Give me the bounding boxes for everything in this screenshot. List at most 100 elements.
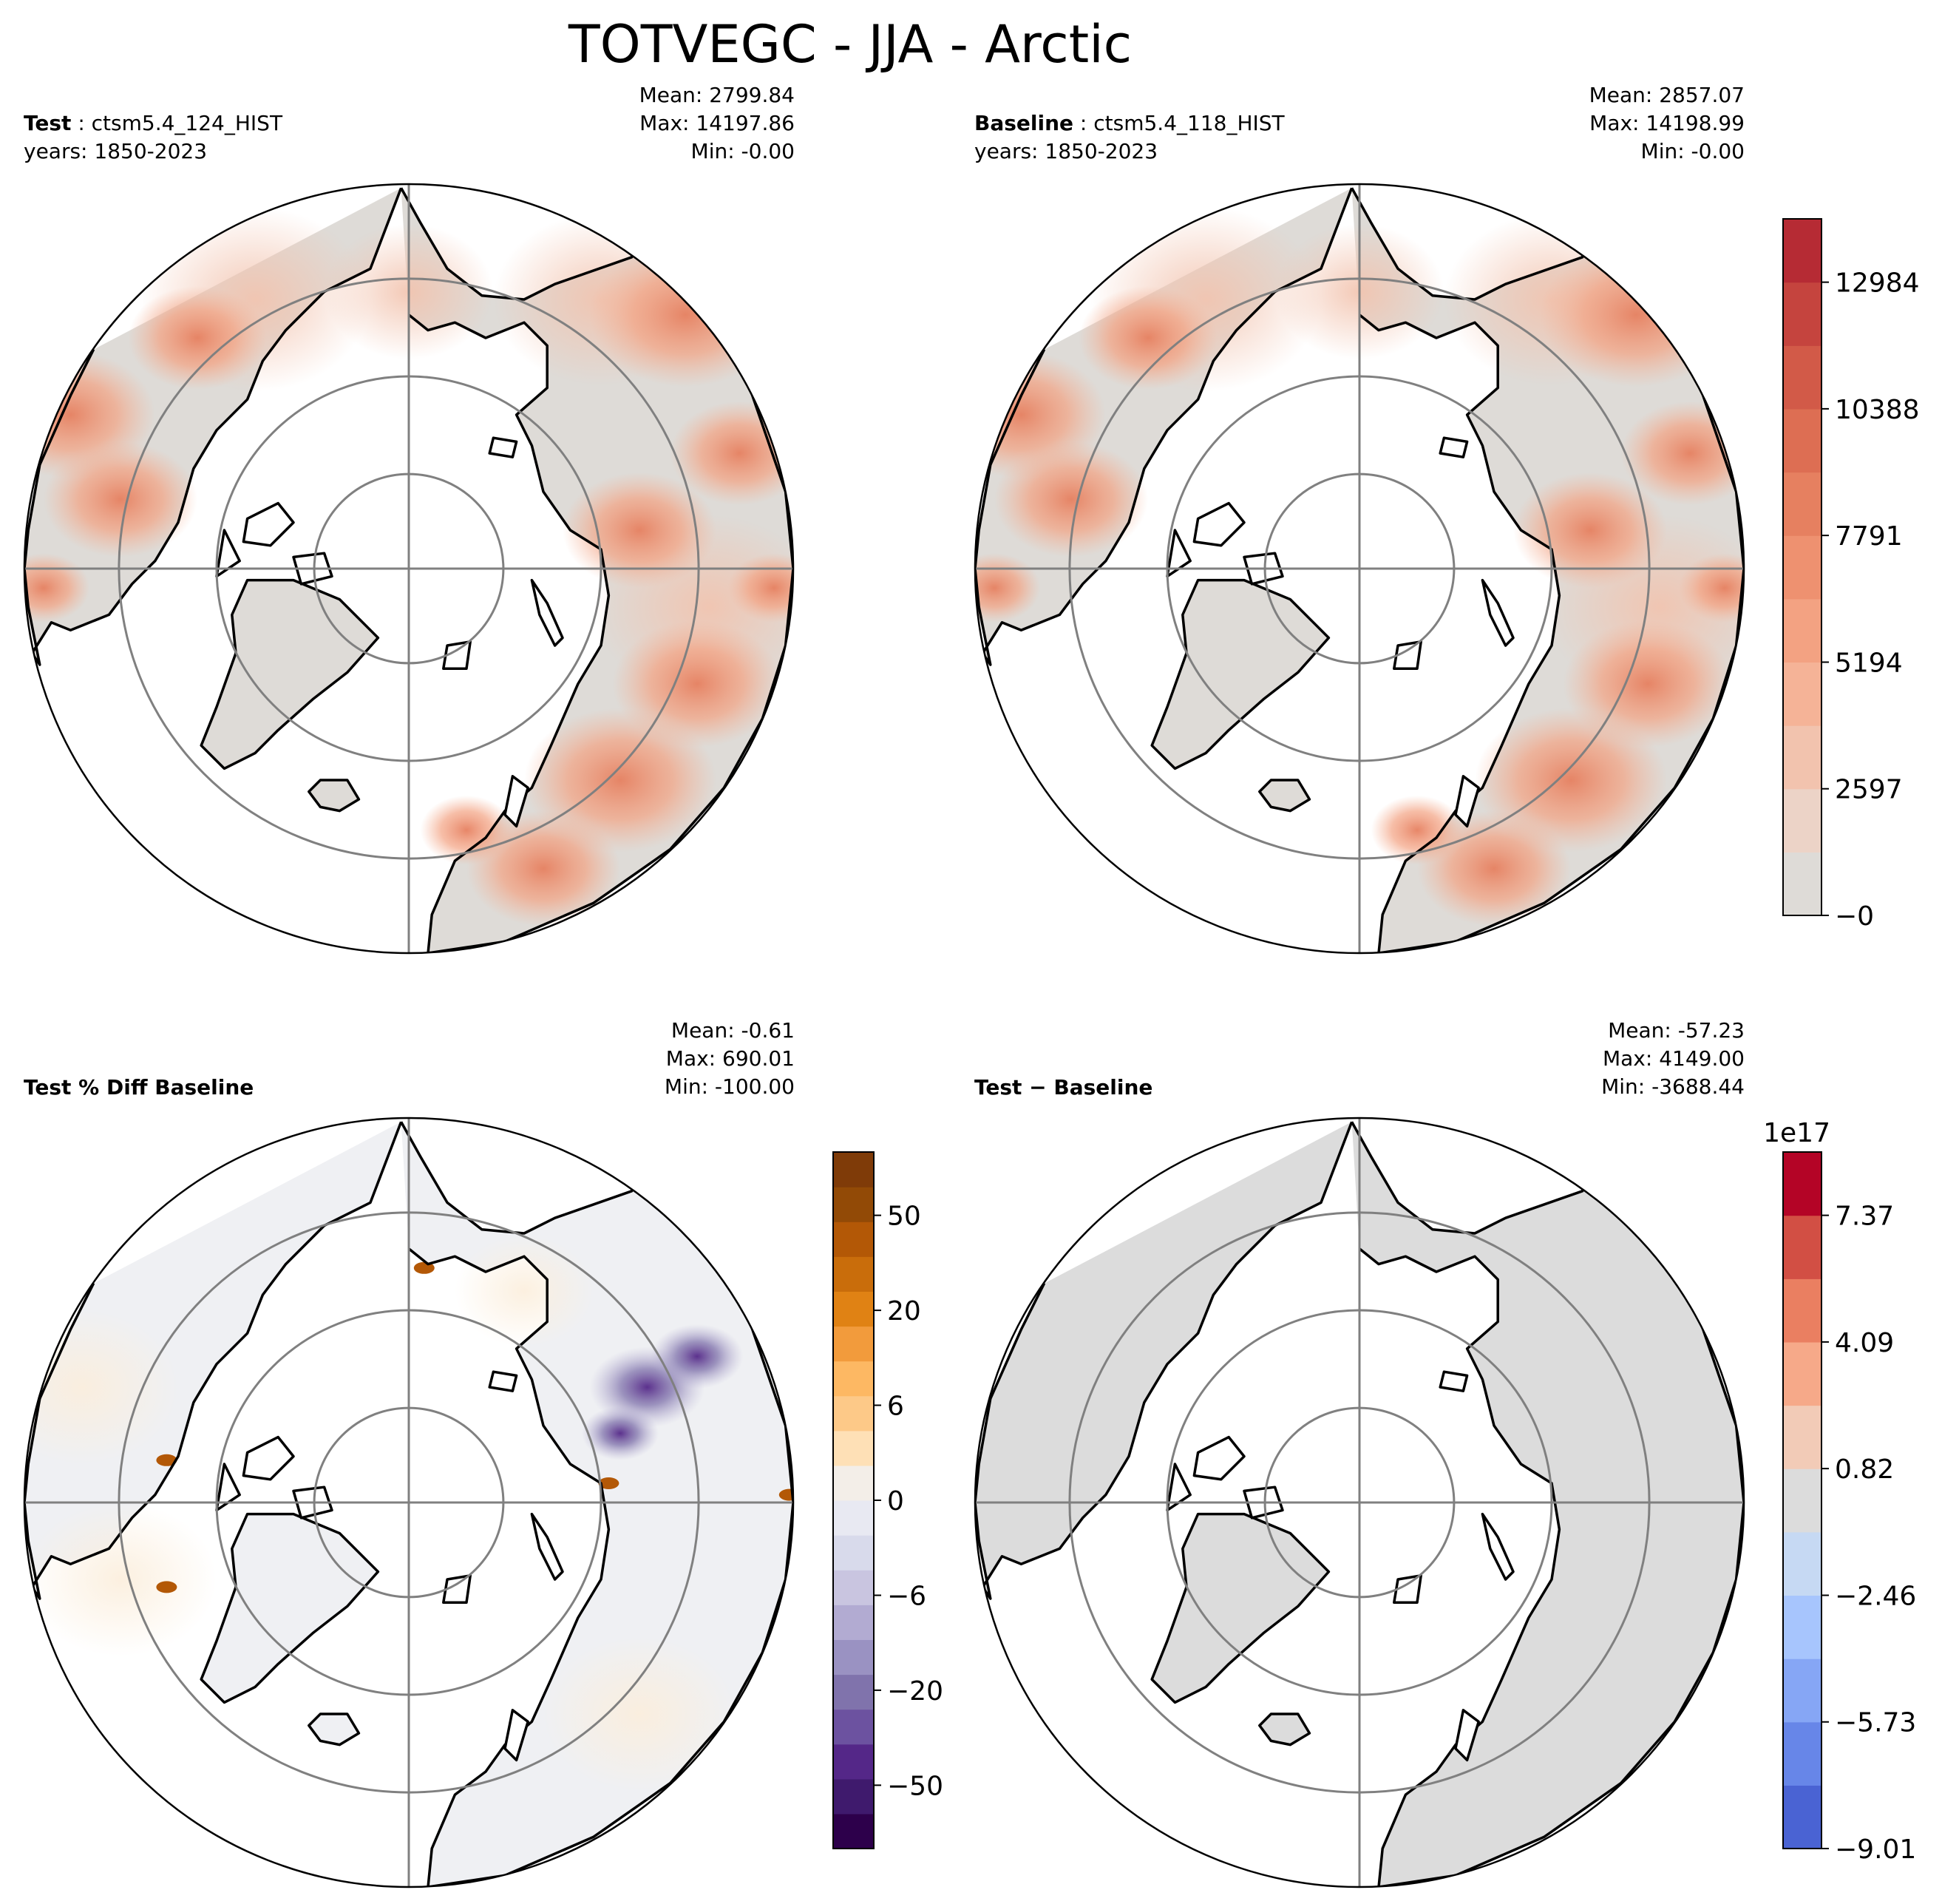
diff-colorbar-segment-1	[1783, 1721, 1822, 1786]
coastline-siberia_isl	[1439, 436, 1469, 458]
coastline-novaya	[1481, 1512, 1515, 1581]
pct-colorbar-segment-19	[833, 1152, 874, 1188]
abs-diff-map-content	[975, 1118, 1744, 1887]
coastline-lake	[503, 775, 529, 828]
diff-colorbar-segment-9	[1783, 1215, 1822, 1279]
diff-tick-label-1: −5.73	[1835, 1708, 1916, 1738]
graticule	[975, 1118, 1744, 1887]
shade-purple-1	[651, 1324, 744, 1389]
pct-diff-mean: Mean: -0.61	[670, 1018, 795, 1043]
pct-colorbar-segment-13	[833, 1361, 874, 1397]
shade-cream-2	[455, 1236, 594, 1346]
map-boundary	[974, 183, 1745, 955]
pct-colorbar-segment-6	[833, 1605, 874, 1640]
coastline-svalbard	[442, 640, 472, 670]
diff-tick-label-2: −2.46	[1835, 1581, 1916, 1611]
test-map-content	[24, 184, 793, 953]
diff-colorbar-segment-5	[1783, 1468, 1822, 1533]
test-header: Test : ctsm5.4_124_HIST years: 1850-2023	[24, 111, 283, 163]
shade-high-10	[128, 285, 267, 390]
baseline-label: Baseline	[974, 111, 1074, 135]
coastline-novaya	[1481, 578, 1515, 647]
abs-diff-header: Test − Baseline	[974, 1074, 1152, 1102]
pct-colorbar-segment-16	[833, 1256, 874, 1292]
pct-colorbar-segment-10	[833, 1465, 874, 1501]
baseline-max: Max: 14198.99	[1589, 111, 1745, 135]
pct-diff-label: Test % Diff Baseline	[24, 1075, 254, 1100]
diff-colorbar-segment-0	[1783, 1785, 1822, 1849]
coastline-greenland	[200, 578, 380, 770]
pct-colorbar-segment-4	[833, 1674, 874, 1710]
coastline-novaya	[530, 1512, 564, 1581]
main-colorbar-segment-9	[1783, 282, 1822, 346]
test-map	[23, 183, 795, 955]
abs-diff-min: Min: -3688.44	[1601, 1074, 1745, 1099]
coastline-siberia_isl	[488, 436, 518, 458]
main-colorbar-segment-5	[1783, 535, 1822, 600]
pct-colorbar-segment-2	[833, 1744, 874, 1780]
pct-colorbar-segment-3	[833, 1709, 874, 1745]
coastline-greenland	[200, 1512, 380, 1704]
pct-colorbar-segment-8	[833, 1535, 874, 1571]
coastline-lake	[503, 1709, 529, 1762]
main-tick-label-5: 12984	[1835, 268, 1920, 299]
hotspot-3	[778, 1488, 793, 1501]
coastline-arch1	[242, 501, 295, 547]
shade-high-5	[727, 553, 793, 623]
shade-high-2	[975, 553, 1041, 623]
vegetation-carbon-shading	[24, 207, 793, 926]
pct-colorbar-segment-9	[833, 1500, 874, 1536]
main-tick-label-0: −0	[1835, 901, 1874, 932]
pct-colorbar-segment-14	[833, 1326, 874, 1362]
coastline-siberia_isl	[1439, 1370, 1469, 1392]
shade-high-1	[994, 441, 1148, 558]
test-label: Test	[24, 111, 72, 135]
test-mean: Mean: 2799.84	[639, 83, 795, 107]
shade-high-5	[1678, 553, 1744, 623]
baseline-header: Baseline : ctsm5.4_118_HIST years: 1850-…	[974, 111, 1285, 163]
test-case: ctsm5.4_124_HIST	[91, 111, 283, 135]
hotspot-0	[156, 1454, 177, 1466]
diff-tick-label-0: −9.01	[1835, 1834, 1916, 1865]
pct-colorbar-segment-18	[833, 1187, 874, 1222]
pct-colorbar: −50 −20 −6 0 6 20 50	[832, 1151, 943, 1849]
coastline-svalbard	[442, 1574, 472, 1604]
pct-tick-label-0: −50	[887, 1771, 943, 1801]
baseline-case: ctsm5.4_118_HIST	[1093, 111, 1285, 135]
pct-diff-header: Test % Diff Baseline	[24, 1074, 254, 1102]
diff-tick-label-5: 7.37	[1835, 1202, 1894, 1232]
pct-diff-stats: Mean: -0.61 Max: 690.01 Min: -100.00	[517, 1017, 795, 1101]
coastline-arch2	[292, 1485, 333, 1520]
coastline-iceland	[308, 1712, 361, 1747]
diff-colorbar-segment-2	[1783, 1659, 1822, 1723]
iceland-land	[308, 1714, 359, 1745]
pct-colorbar-segment-1	[833, 1778, 874, 1815]
coastline-arch2	[1243, 1485, 1284, 1520]
coastline-lake	[1454, 1709, 1480, 1762]
pct-tick-label-6: 50	[887, 1202, 921, 1232]
map-boundary	[23, 183, 795, 955]
coastline-lake	[1454, 775, 1480, 828]
shade-high-3	[1540, 243, 1733, 387]
pct-colorbar-segment-12	[833, 1395, 874, 1432]
diff-colorbar-frame	[1782, 1151, 1822, 1849]
pct-diff-max: Max: 690.01	[665, 1046, 795, 1071]
main-colorbar-segment-8	[1783, 345, 1822, 410]
north-america-land	[975, 1122, 1352, 1599]
diff-colorbar-segment-4	[1783, 1531, 1822, 1596]
main-tick-label-4: 10388	[1835, 395, 1920, 425]
coastline-iceland	[308, 779, 361, 813]
pct-colorbar-segment-0	[833, 1813, 874, 1849]
pct-diff-map-content	[24, 1118, 793, 1887]
abs-diff-max: Max: 4149.00	[1602, 1046, 1745, 1071]
test-max: Max: 14197.86	[639, 111, 795, 135]
abs-diff-stats: Mean: -57.23 Max: 4149.00 Min: -3688.44	[1467, 1017, 1745, 1101]
shade-high-9	[420, 795, 513, 865]
maps-layer	[23, 183, 1745, 1888]
main-tick-label-2: 5194	[1835, 648, 1903, 678]
coastline-svalbard	[1393, 1574, 1422, 1604]
coastline-arch1	[1192, 1435, 1246, 1481]
north-america-land	[24, 1122, 401, 1599]
pct-tick-label-5: 20	[887, 1296, 921, 1327]
pct-tick-label-2: −6	[887, 1581, 926, 1611]
